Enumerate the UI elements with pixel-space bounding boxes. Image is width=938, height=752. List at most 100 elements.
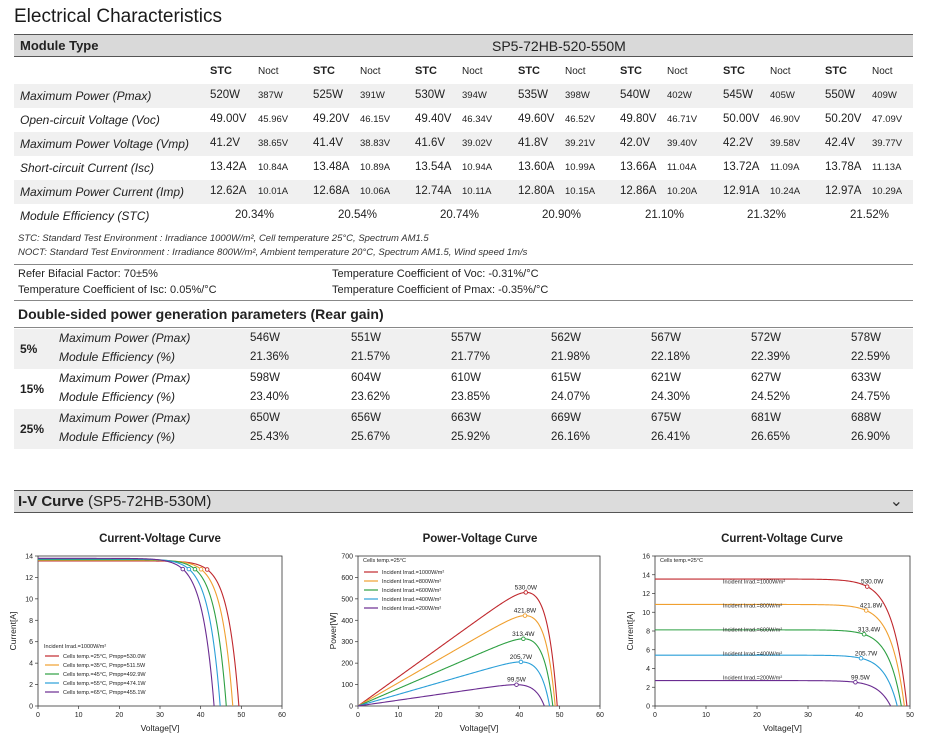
noct-value: 39.02V <box>462 138 493 149</box>
stc-value: 41.4V <box>313 137 344 149</box>
power-value: 598W <box>250 372 281 384</box>
section-title: Electrical Characteristics <box>14 6 222 27</box>
efficiency-value: 26.16% <box>551 431 591 443</box>
stc-value: 12.68A <box>313 185 350 197</box>
stc-value: 12.80A <box>518 185 555 197</box>
efficiency-value: 21.32% <box>747 209 787 221</box>
stc-value: 13.42A <box>210 161 247 173</box>
y-tick-label: 2 <box>646 685 650 692</box>
stc-header: STC <box>313 65 335 77</box>
legend-entry: Incident Irrad.=800W/m² <box>382 579 441 585</box>
noct-note: NOCT: Standard Test Environment : Irradi… <box>18 247 528 258</box>
noct-value: 39.21V <box>565 138 596 149</box>
stc-header: STC <box>210 65 232 77</box>
series-line <box>655 629 902 707</box>
bifacial-factor: Refer Bifacial Factor: 70±5% <box>18 268 158 280</box>
power-label: Maximum Power (Pmax) <box>59 371 191 385</box>
legend-entry: Incident Irrad.=1000W/m² <box>382 570 444 576</box>
y-tick-label: 200 <box>341 661 353 668</box>
mpp-point <box>514 682 519 687</box>
rear-gain-percent: 25% <box>20 422 45 436</box>
stc-value: 42.0V <box>620 137 651 149</box>
x-tick-label: 50 <box>906 712 914 719</box>
power-value: 663W <box>451 412 482 424</box>
efficiency-value: 25.67% <box>351 431 391 443</box>
noct-value: 405W <box>770 90 795 101</box>
power-value: 610W <box>451 372 482 384</box>
stc-value: 49.80V <box>620 113 657 125</box>
spec-row: Module Efficiency (STC) 20.34% 20.54% 20.74… <box>14 204 913 228</box>
efficiency-value: 23.85% <box>451 391 491 403</box>
series-label: Incident Irrad.=200W/m² <box>723 675 782 681</box>
y-tick-label: 500 <box>341 596 353 603</box>
noct-header: Noct <box>667 66 688 77</box>
spec-row: Maximum Power Current (Imp) 12.62A 10.01A 1… <box>14 180 913 204</box>
efficiency-value: 21.10% <box>645 209 685 221</box>
legend-title: Cells temp.=25°C <box>363 558 406 564</box>
y-tick-label: 6 <box>646 647 650 654</box>
power-value: 621W <box>651 372 682 384</box>
x-tick-label: 10 <box>702 712 710 719</box>
stc-value: 550W <box>825 89 856 101</box>
spec-row-label: Maximum Power Voltage (Vmp) <box>20 137 189 151</box>
x-tick-label: 0 <box>356 712 360 719</box>
power-value: 557W <box>451 332 482 344</box>
noct-value: 11.09A <box>770 162 800 173</box>
power-label: Maximum Power (Pmax) <box>59 331 191 345</box>
y-tick-label: 0 <box>349 704 353 711</box>
mpp-point <box>522 613 528 618</box>
power-value: 551W <box>351 332 382 344</box>
spec-row: Short-circuit Current (Isc) 13.42A 10.84A 1… <box>14 156 913 180</box>
iv-curve-accordion-header[interactable]: I-V Curve (SP5-72HB-530M) ⌄ <box>14 490 913 513</box>
spec-row-label: Maximum Power (Pmax) <box>20 89 152 103</box>
y-tick-label: 16 <box>642 554 650 561</box>
x-tick-label: 10 <box>394 712 402 719</box>
temp-coef-pmax: Temperature Coefficient of Pmax: -0.35%/… <box>332 284 549 296</box>
efficiency-value: 20.74% <box>440 209 480 221</box>
efficiency-value: 21.77% <box>451 351 491 363</box>
spec-row-label: Open-circuit Voltage (Voc) <box>20 113 160 127</box>
power-value: 633W <box>851 372 882 384</box>
x-tick-label: 10 <box>75 712 83 719</box>
data-label: 205.7W <box>510 654 533 661</box>
y-tick-label: 0 <box>646 704 650 711</box>
chevron-down-icon[interactable]: ⌄ <box>889 493 903 510</box>
y-tick-label: 300 <box>341 639 353 646</box>
noct-value: 46.34V <box>462 114 493 125</box>
noct-value: 10.01A <box>258 186 289 197</box>
noct-header: Noct <box>258 66 279 77</box>
data-label: 205.7W <box>855 650 878 657</box>
power-value: 546W <box>250 332 281 344</box>
series-label: Incident Irrad.=800W/m² <box>723 603 782 609</box>
noct-value: 398W <box>565 90 590 101</box>
x-tick-label: 30 <box>475 712 483 719</box>
noct-value: 10.84A <box>258 162 289 173</box>
data-label: 313.4W <box>512 631 535 638</box>
stc-note: STC: Standard Test Environment : Irradia… <box>18 233 429 244</box>
noct-value: 46.15V <box>360 114 391 125</box>
noct-value: 39.58V <box>770 138 801 149</box>
power-value: 669W <box>551 412 582 424</box>
y-tick-label: 0 <box>29 704 33 711</box>
power-label: Maximum Power (Pmax) <box>59 411 191 425</box>
efficiency-value: 21.98% <box>551 351 591 363</box>
stc-value: 13.48A <box>313 161 350 173</box>
temp-coef-voc: Temperature Coefficient of Voc: -0.31%/°… <box>332 268 539 280</box>
column-header-row: STC Noct STC Noct STC Noct STC Noct STC Noct STC No… <box>14 60 913 84</box>
y-tick-label: 600 <box>341 575 353 582</box>
stc-value: 13.54A <box>415 161 452 173</box>
noct-value: 10.15A <box>565 186 596 197</box>
x-tick-label: 30 <box>804 712 812 719</box>
stc-value: 12.97A <box>825 185 862 197</box>
efficiency-value: 23.62% <box>351 391 391 403</box>
noct-value: 47.09V <box>872 114 903 125</box>
rear-gain-group: 15% Maximum Power (Pmax) Module Efficiency… <box>14 369 913 409</box>
stc-value: 41.2V <box>210 137 241 149</box>
legend-title: Incident Irrad.=1000W/m² <box>44 644 106 650</box>
series-line <box>357 615 556 707</box>
efficiency-value: 20.34% <box>235 209 275 221</box>
stc-value: 13.78A <box>825 161 862 173</box>
noct-value: 11.04A <box>667 162 697 173</box>
power-value: 578W <box>851 332 882 344</box>
noct-header: Noct <box>565 66 586 77</box>
